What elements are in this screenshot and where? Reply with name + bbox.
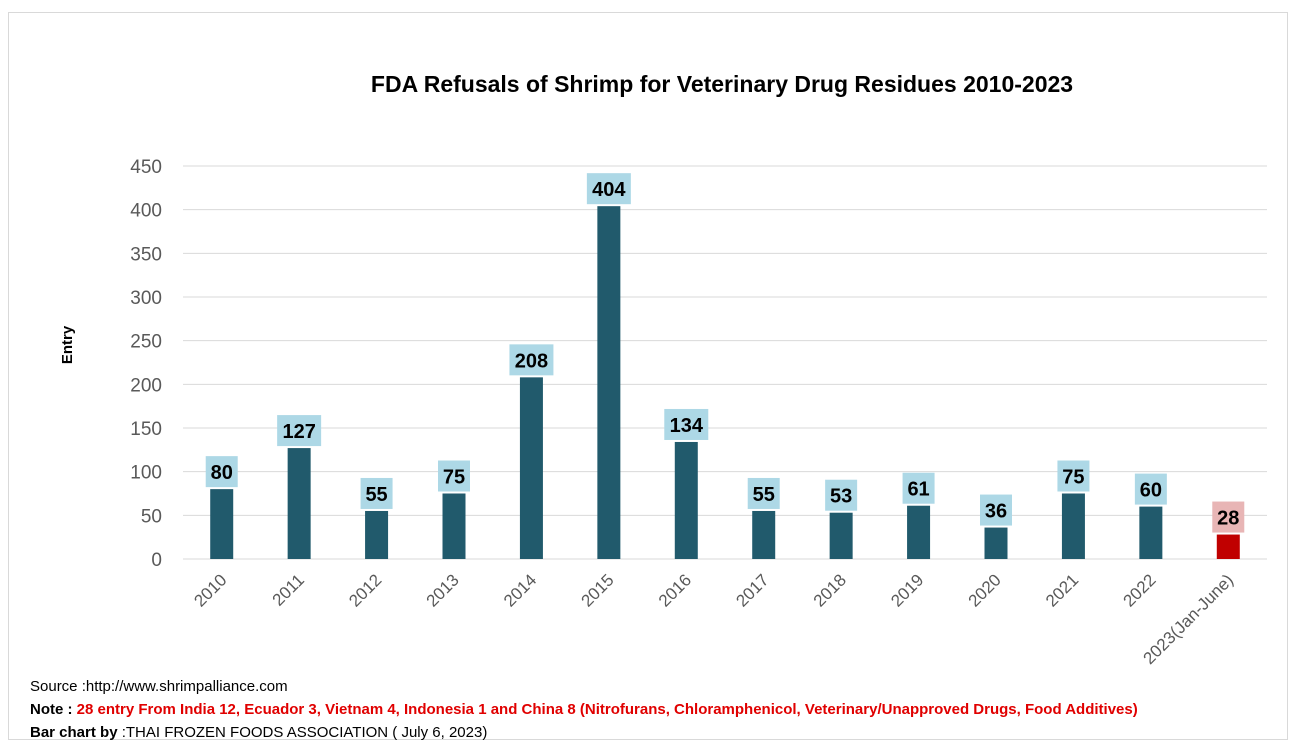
x-tick-labels: 2010 2011 2012 2013 2014 2015 2016 2017 2018 2019… xyxy=(190,570,1237,668)
data-label: 61 xyxy=(907,479,929,501)
chart-title: FDA Refusals of Shrimp for Veterinary Dr… xyxy=(371,71,1073,97)
x-tick-label: 2019 xyxy=(887,570,927,610)
data-label: 134 xyxy=(670,415,704,437)
data-label: 127 xyxy=(282,421,315,443)
x-tick-label: 2020 xyxy=(965,570,1005,610)
y-axis-label: Entry xyxy=(59,325,76,364)
data-label: 28 xyxy=(1217,508,1239,530)
data-label: 55 xyxy=(753,484,775,506)
gridlines xyxy=(183,165,1267,560)
data-label-box xyxy=(1134,473,1167,505)
data-label-box xyxy=(360,477,393,509)
y-tick-label: 450 xyxy=(130,157,162,178)
y-tick-label: 150 xyxy=(130,419,162,440)
data-label-box xyxy=(277,415,322,447)
data-label: 75 xyxy=(443,467,465,489)
x-tick-label: 2015 xyxy=(578,570,618,610)
x-tick-label: 2012 xyxy=(345,570,385,610)
data-label-box xyxy=(586,173,631,205)
y-tick-label: 400 xyxy=(130,201,162,222)
note-text: Note : 28 entry From India 12, Ecuador 3… xyxy=(30,701,1138,718)
y-tick-label: 0 xyxy=(151,550,162,571)
data-label-box xyxy=(438,460,470,492)
credit-prefix: Bar chart by xyxy=(30,724,122,741)
x-tick-label: 2013 xyxy=(423,570,463,610)
y-tick-label: 300 xyxy=(130,288,162,309)
x-tick-label: 2016 xyxy=(655,570,695,610)
bar xyxy=(442,493,466,559)
data-label: 208 xyxy=(515,350,548,372)
bar xyxy=(210,489,234,559)
chart-frame xyxy=(8,12,1288,740)
data-label-box xyxy=(1212,501,1245,533)
data-label-box xyxy=(509,344,554,376)
x-tick-label: 2014 xyxy=(500,570,540,610)
credit-body: :THAI FROZEN FOODS ASSOCIATION ( July 6,… xyxy=(121,724,488,741)
data-label-box xyxy=(980,494,1012,526)
credit-text: Bar chart by :THAI FROZEN FOODS ASSOCIAT… xyxy=(30,724,487,741)
data-labels: 80 127 55 75 208 404 134 55 53 61 36 75 60 28 xyxy=(205,173,1245,533)
data-label-box xyxy=(664,408,709,440)
y-tick-label: 350 xyxy=(130,244,162,265)
source-text: Source :http://www.shrimpalliance.com xyxy=(30,678,288,695)
data-label: 53 xyxy=(830,486,852,508)
y-tick-label: 100 xyxy=(130,463,162,484)
data-label: 60 xyxy=(1140,480,1162,502)
x-tick-label: 2017 xyxy=(732,570,772,610)
x-tick-label: 2011 xyxy=(269,570,308,609)
data-label-box xyxy=(1057,460,1090,492)
data-label-box xyxy=(902,472,935,504)
data-label: 75 xyxy=(1062,467,1084,489)
data-label-box xyxy=(747,477,780,509)
bar xyxy=(907,505,931,559)
bar xyxy=(287,448,311,559)
bar xyxy=(752,510,776,559)
data-label-box xyxy=(205,456,238,488)
x-tick-label: 2022 xyxy=(1120,570,1160,610)
bar xyxy=(674,441,698,559)
bar xyxy=(1139,506,1163,559)
bar xyxy=(1216,534,1240,559)
data-label: 404 xyxy=(592,179,626,201)
x-tick-label: 2010 xyxy=(190,570,230,610)
y-tick-label: 250 xyxy=(130,332,162,353)
bar xyxy=(597,206,621,559)
bar-chart: FDA Refusals of Shrimp for Veterinary Dr… xyxy=(59,71,1267,668)
y-tick-labels: 0 50 100 150 200 250 300 350 400 450 xyxy=(130,157,162,571)
bar xyxy=(519,377,543,559)
x-tick-label: 2018 xyxy=(810,570,850,610)
data-label: 80 xyxy=(211,462,233,484)
bar xyxy=(984,527,1008,559)
bar xyxy=(1061,493,1085,559)
note-prefix: Note : xyxy=(30,701,77,718)
data-label: 36 xyxy=(985,501,1007,523)
data-label: 55 xyxy=(365,484,387,506)
y-tick-label: 50 xyxy=(141,506,162,527)
bar xyxy=(365,510,389,559)
data-label-box xyxy=(825,479,858,511)
bars xyxy=(210,206,1240,559)
x-tick-label: 2021 xyxy=(1042,570,1082,610)
y-tick-label: 200 xyxy=(130,375,162,396)
note-body: 28 entry From India 12, Ecuador 3, Vietn… xyxy=(76,701,1138,718)
bar xyxy=(829,512,853,559)
